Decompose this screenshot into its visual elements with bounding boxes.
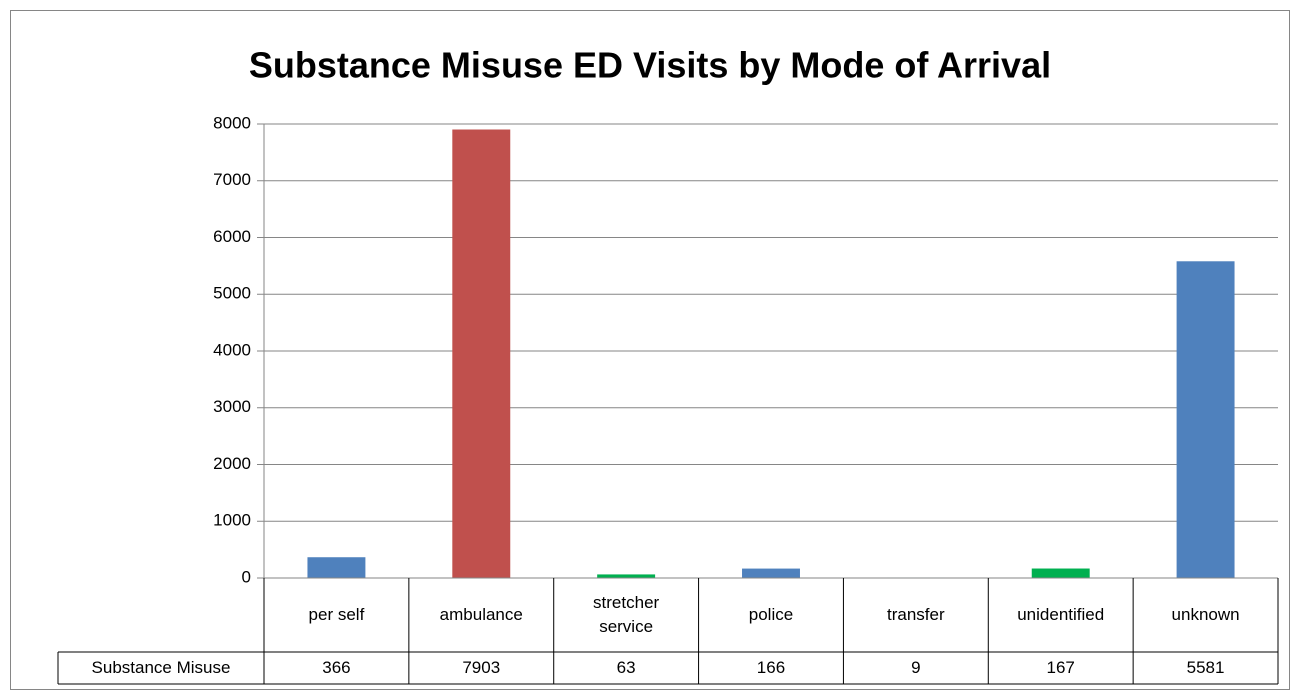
table-value-text: 366	[322, 658, 351, 677]
table-value-text: 9	[911, 658, 921, 677]
table-value: 366	[264, 652, 409, 684]
table-value: 63	[554, 652, 699, 684]
bar	[307, 557, 366, 578]
x-tick-label-text: police	[748, 605, 794, 624]
y-tick-label: 3000	[213, 397, 251, 416]
y-tick-label: 5000	[213, 284, 251, 303]
table-value-text: 63	[616, 658, 636, 677]
x-tick-label: unknown	[1133, 578, 1278, 652]
x-tick-label: ambulance	[409, 578, 554, 652]
table-value-text: 7903	[462, 658, 501, 677]
table-value-text: 5581	[1186, 658, 1225, 677]
table-series-name-text: Substance Misuse	[91, 658, 231, 677]
x-tick-label: stretcher service	[554, 578, 699, 652]
table-series-name: Substance Misuse	[58, 652, 264, 684]
y-tick-label: 7000	[213, 170, 251, 189]
table-value-text: 166	[756, 658, 786, 677]
y-tick-label: 8000	[213, 113, 251, 132]
table-value: 166	[699, 652, 844, 684]
x-tick-label: police	[699, 578, 844, 652]
y-tick-label: 0	[242, 567, 251, 586]
x-tick-label: unidentified	[988, 578, 1133, 652]
bar	[1176, 261, 1235, 578]
table-value: 9	[843, 652, 988, 684]
table-value: 167	[988, 652, 1133, 684]
y-tick-label: 4000	[213, 340, 251, 359]
x-tick-label-text: unknown	[1171, 605, 1240, 624]
y-tick-label: 6000	[213, 227, 251, 246]
table-value-text: 167	[1046, 658, 1075, 677]
y-tick-label: 1000	[213, 511, 251, 530]
x-tick-label-text: transfer	[887, 605, 945, 624]
table-value: 7903	[409, 652, 554, 684]
x-tick-label-text: per self	[308, 605, 365, 624]
x-tick-label-text: unidentified	[1017, 605, 1105, 624]
y-tick-label: 2000	[213, 454, 251, 473]
x-tick-label-text: stretcher service	[593, 593, 660, 636]
x-tick-label: per self	[264, 578, 409, 652]
bar	[742, 568, 800, 578]
chart-title: Substance Misuse ED Visits by Mode of Ar…	[249, 45, 1051, 86]
bar	[452, 129, 511, 578]
x-tick-label: transfer	[843, 578, 988, 652]
bar	[597, 574, 656, 578]
bar	[1031, 568, 1090, 578]
table-value: 5581	[1133, 652, 1278, 684]
x-tick-label-text: ambulance	[439, 605, 523, 624]
